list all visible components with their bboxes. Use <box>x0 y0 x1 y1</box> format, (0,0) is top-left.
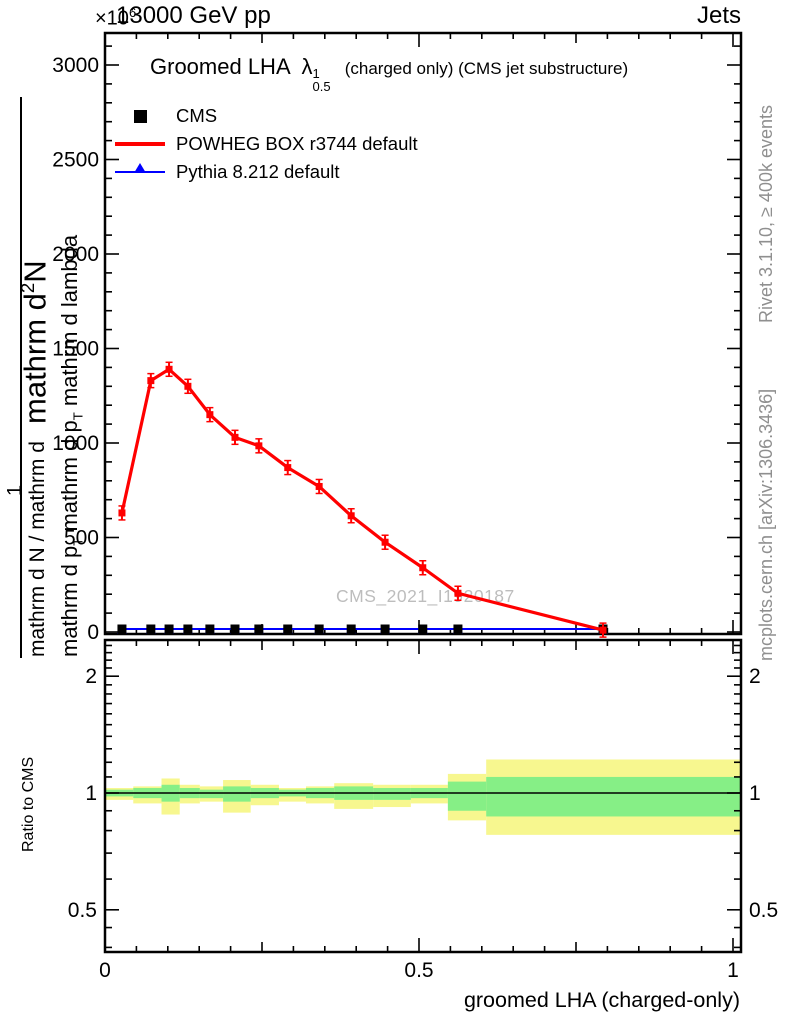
powheg-series <box>118 361 607 638</box>
svg-text:1000: 1000 <box>52 432 99 455</box>
x-axis-title: groomed LHA (charged-only) <box>463 988 740 1012</box>
pythia-triangle-line-icon <box>114 162 166 174</box>
cms-data-points <box>117 624 608 634</box>
legend-label: Pythia 8.212 default <box>176 161 340 182</box>
plot-title-suffix: (charged only) (CMS jet substructure) <box>344 59 629 78</box>
cms-marker-icon <box>114 109 166 123</box>
plot-title: Groomed LHA λ 1 0.5 (charged only) (CMS je… <box>150 54 629 93</box>
y-axis-fraction-bar <box>20 97 22 658</box>
svg-text:3000: 3000 <box>52 54 99 77</box>
legend-label: CMS <box>176 105 218 126</box>
svg-text:500: 500 <box>64 527 99 550</box>
legend-label: POWHEG BOX r3744 default <box>176 133 418 154</box>
svg-text:2500: 2500 <box>52 149 99 172</box>
lambda-indices: 1 0.5 <box>312 66 331 94</box>
legend: CMS POWHEG BOX r3744 default Pythia 8.21… <box>114 102 418 186</box>
legend-item-pythia: Pythia 8.212 default <box>114 158 418 186</box>
y-axis-exponent: ×106 <box>95 5 137 30</box>
ratio-bands <box>105 759 742 835</box>
svg-text:2: 2 <box>85 665 97 688</box>
svg-text:0: 0 <box>87 621 99 644</box>
lambda-symbol: λ <box>301 54 313 79</box>
svg-text:1: 1 <box>85 782 97 805</box>
legend-item-powheg: POWHEG BOX r3744 default <box>114 130 418 158</box>
svg-text:0.5: 0.5 <box>68 899 97 922</box>
svg-text:1: 1 <box>727 959 739 982</box>
ratio-plot-frame <box>103 638 743 954</box>
analysis-group-label: Jets <box>696 2 741 29</box>
svg-text:0.5: 0.5 <box>749 899 778 922</box>
svg-text:0: 0 <box>99 959 111 982</box>
svg-text:2000: 2000 <box>52 243 99 266</box>
svg-text:0.5: 0.5 <box>404 959 433 982</box>
svg-text:1500: 1500 <box>52 338 99 361</box>
svg-text:2: 2 <box>749 665 761 688</box>
axis-ticks <box>104 33 741 952</box>
main-plot-frame <box>103 31 743 636</box>
legend-item-cms: CMS <box>114 102 418 130</box>
svg-text:1: 1 <box>749 782 761 805</box>
powheg-line-icon <box>114 142 166 146</box>
tick-labels: 0 500 1000 1500 2000 2500 3000 0.5 0.5 1 1 2 2 0 0.5 1 <box>52 54 778 982</box>
beam-energy-label: 13000 GeV pp <box>116 2 271 29</box>
analysis-id-watermark: CMS_2021_I1920187 <box>336 586 515 606</box>
plot-title-prefix: Groomed LHA <box>150 54 290 79</box>
